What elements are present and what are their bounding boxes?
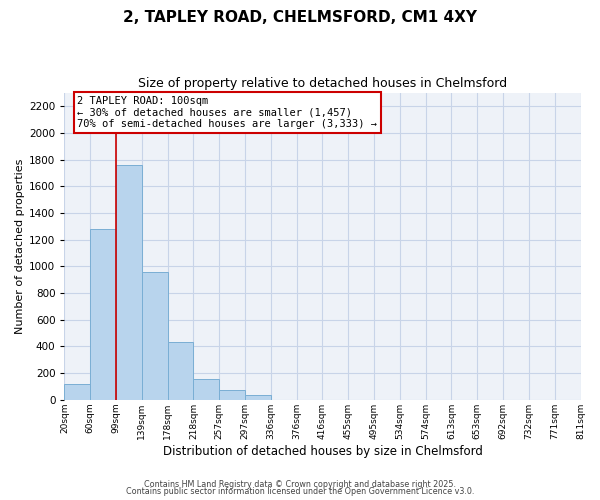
- Bar: [219, 390, 245, 400]
- Bar: [64, 384, 90, 400]
- Bar: [90, 229, 116, 400]
- Title: Size of property relative to detached houses in Chelmsford: Size of property relative to detached ho…: [138, 78, 507, 90]
- X-axis label: Distribution of detached houses by size in Chelmsford: Distribution of detached houses by size …: [163, 444, 482, 458]
- Bar: [116, 165, 142, 400]
- Bar: [193, 379, 219, 400]
- Text: Contains HM Land Registry data © Crown copyright and database right 2025.: Contains HM Land Registry data © Crown c…: [144, 480, 456, 489]
- Bar: [167, 342, 193, 400]
- Text: Contains public sector information licensed under the Open Government Licence v3: Contains public sector information licen…: [126, 488, 474, 496]
- Y-axis label: Number of detached properties: Number of detached properties: [15, 158, 25, 334]
- Text: 2 TAPLEY ROAD: 100sqm
← 30% of detached houses are smaller (1,457)
70% of semi-d: 2 TAPLEY ROAD: 100sqm ← 30% of detached …: [77, 96, 377, 129]
- Bar: [142, 272, 167, 400]
- Bar: [245, 395, 271, 400]
- Text: 2, TAPLEY ROAD, CHELMSFORD, CM1 4XY: 2, TAPLEY ROAD, CHELMSFORD, CM1 4XY: [123, 10, 477, 25]
